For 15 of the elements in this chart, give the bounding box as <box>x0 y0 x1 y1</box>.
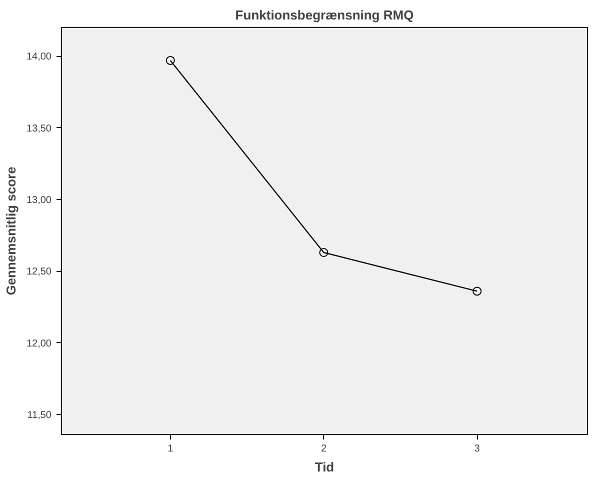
y-tick-label: 11,50 <box>27 410 52 421</box>
y-tick-label: 12,50 <box>26 266 52 278</box>
y-tick-label: 13,50 <box>26 123 52 134</box>
x-axis-title: Tid <box>314 460 334 474</box>
chart-title: Funktionsbegrænsning RMQ <box>235 8 414 22</box>
y-tick-label: 12,00 <box>26 338 52 350</box>
point <box>166 56 175 65</box>
x-tick-label: 1 <box>168 444 174 454</box>
y-tick-label: 14,00 <box>26 52 52 63</box>
x-tick-label: 2 <box>320 444 327 454</box>
point <box>472 286 482 296</box>
y-tick-label: 13,00 <box>26 194 52 206</box>
y-axis-title: Gennemsnitlig score <box>3 166 18 296</box>
x-tick-label: 3 <box>474 444 480 454</box>
point <box>319 248 328 257</box>
